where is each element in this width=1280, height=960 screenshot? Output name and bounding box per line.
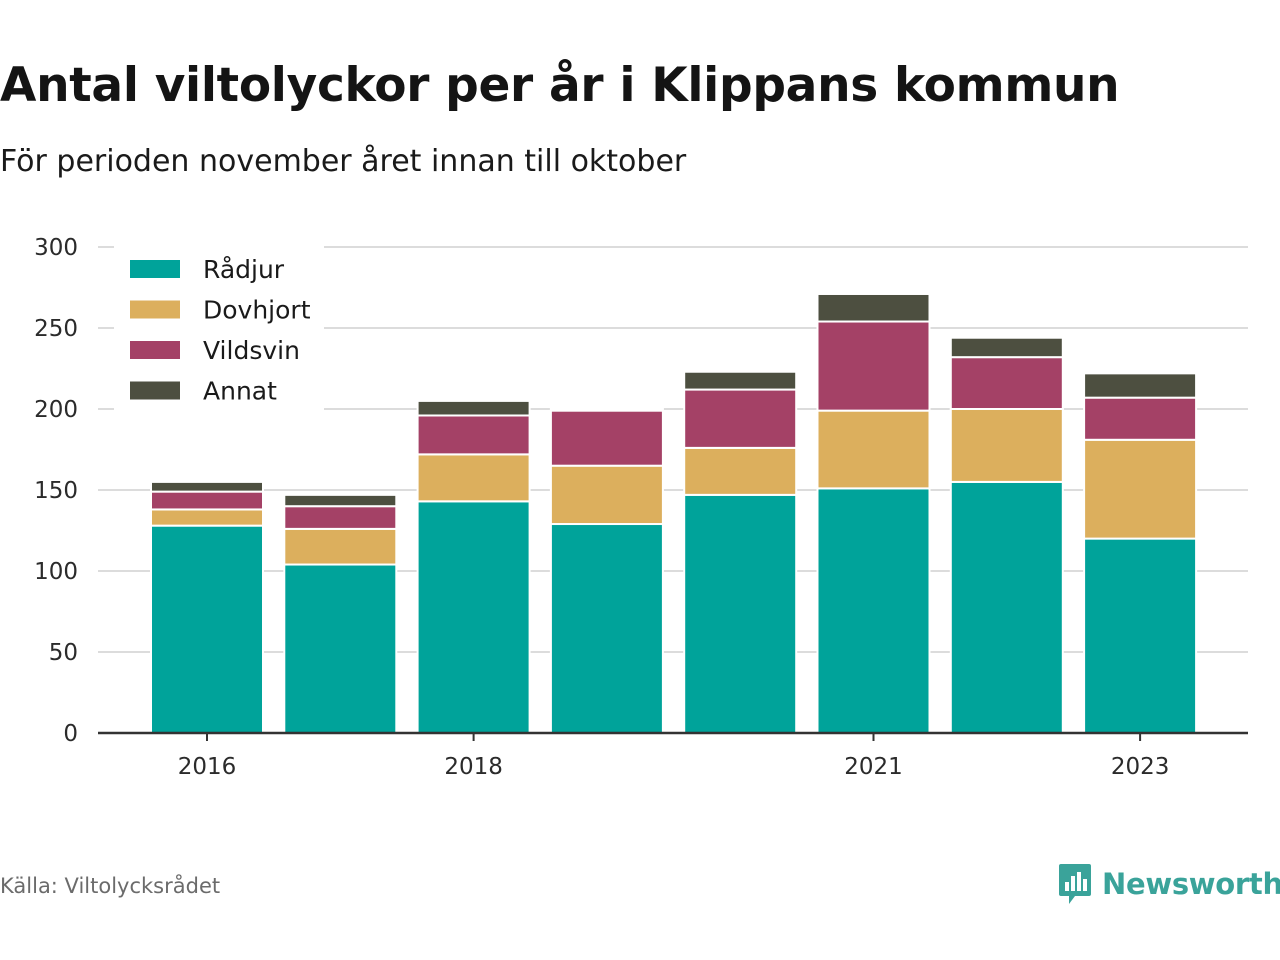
chart-subtitle: För perioden november året innan till ok… <box>0 144 687 179</box>
bar-segment <box>416 399 531 417</box>
y-tick-label: 300 <box>34 235 78 261</box>
y-tick-label: 250 <box>34 316 78 342</box>
legend: Rådjur Dovhjort Vildsvin Annat <box>114 244 324 412</box>
y-tick-label: 50 <box>49 640 78 666</box>
bar-segment <box>549 409 664 467</box>
legend-label: Rådjur <box>203 255 285 284</box>
bar-segment <box>683 370 798 391</box>
x-tick-label: 2016 <box>178 754 237 780</box>
x-tick-label: 2018 <box>444 754 503 780</box>
bar-segment <box>150 490 264 511</box>
bar-segment <box>949 336 1064 359</box>
bar-segment <box>1083 396 1198 441</box>
bar-segment <box>283 563 398 735</box>
bar-segment <box>416 453 531 503</box>
bars <box>150 292 1198 735</box>
bar-segment <box>1083 372 1198 399</box>
bar-segment <box>949 408 1064 483</box>
bar-segment <box>416 414 531 456</box>
bar-segment <box>283 493 398 508</box>
bar-segment <box>949 480 1064 734</box>
legend-label: Dovhjort <box>203 296 311 325</box>
bar-segment <box>150 524 264 735</box>
y-tick-label: 150 <box>34 478 78 504</box>
legend-swatch <box>130 300 180 319</box>
brand-name: Newsworthy <box>1102 867 1280 901</box>
brand-logo: Newsworthy <box>1058 860 1280 908</box>
legend-swatch <box>130 341 180 359</box>
bar-segment <box>150 480 264 493</box>
x-tick-label: 2023 <box>1111 754 1170 780</box>
bar-segment <box>549 523 664 735</box>
y-tick-label: 200 <box>34 397 78 423</box>
bar-segment <box>683 388 798 449</box>
bar-segment <box>549 464 664 526</box>
bar-segment <box>416 500 531 734</box>
bar-segment <box>949 356 1064 411</box>
y-tick-label: 100 <box>34 559 78 585</box>
x-tick-label: 2021 <box>844 754 903 780</box>
y-tick-label: 0 <box>63 721 78 747</box>
source-note: Källa: Viltolycksrådet <box>0 874 221 898</box>
bar-segment <box>1083 438 1198 540</box>
legend-label: Annat <box>203 377 277 406</box>
bar-segment <box>683 446 798 496</box>
y-axis-ticks: 0 50 100 150 200 250 300 <box>34 235 78 747</box>
bar-segment <box>683 493 798 734</box>
bar-segment <box>816 487 931 734</box>
bar-segment <box>816 320 931 412</box>
x-axis-ticks: 2016 2018 2021 2023 <box>178 733 1170 780</box>
bar-segment <box>283 527 398 566</box>
bar-segment <box>549 408 664 412</box>
legend-swatch <box>130 260 180 278</box>
bar-segment <box>283 505 398 530</box>
bar-segment <box>816 409 931 490</box>
bar-chart-speech-bubble-icon <box>1059 864 1091 904</box>
bar-segment <box>1083 537 1198 734</box>
legend-label: Vildsvin <box>203 336 300 365</box>
legend-swatch <box>130 381 180 400</box>
bar-segment <box>150 508 264 527</box>
chart-title: Antal viltolyckor per år i Klippans komm… <box>0 58 1120 113</box>
bar-segment <box>816 292 931 323</box>
